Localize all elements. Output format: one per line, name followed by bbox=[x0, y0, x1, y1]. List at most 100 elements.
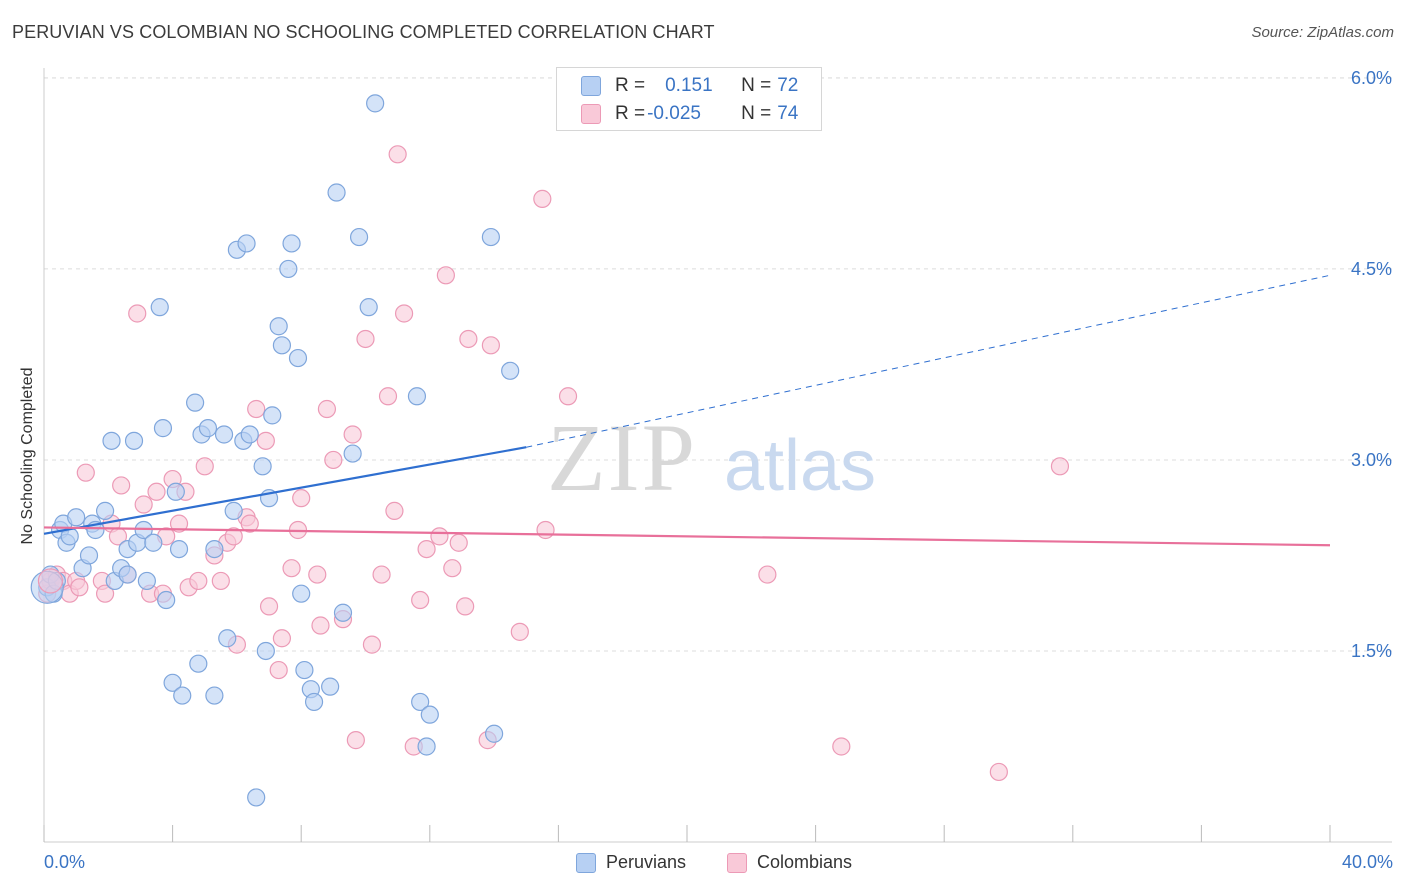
y-tick-label: 6.0% bbox=[1351, 68, 1392, 88]
peruvian-point bbox=[205, 539, 224, 559]
colombian-point bbox=[481, 336, 500, 355]
colombian-point bbox=[989, 762, 1008, 782]
colombian-point bbox=[385, 501, 404, 520]
peruvian-point bbox=[237, 234, 256, 253]
colombian-point bbox=[1050, 457, 1070, 476]
y-tick-label: 3.0% bbox=[1351, 450, 1392, 470]
colombian-point bbox=[536, 520, 555, 540]
peruvian-point bbox=[420, 705, 439, 724]
colombian-point bbox=[372, 565, 391, 584]
colombian-point bbox=[259, 597, 279, 616]
peruvian-point bbox=[166, 482, 185, 501]
colombian-point bbox=[272, 629, 292, 648]
colombian-point bbox=[317, 399, 337, 419]
peruvian-point bbox=[279, 259, 298, 279]
legend-r-label: R = bbox=[615, 75, 646, 96]
colombian-point bbox=[459, 329, 478, 349]
series-legend: Peruvians Colombians bbox=[0, 852, 1406, 876]
peruvian-point bbox=[295, 660, 314, 680]
colombian-point bbox=[356, 329, 375, 349]
peruvian-point bbox=[417, 737, 436, 756]
peruvian-point bbox=[224, 501, 243, 520]
peruvian-point bbox=[282, 234, 301, 253]
colombian-point bbox=[443, 559, 462, 578]
peruvian-point bbox=[247, 788, 266, 807]
colombian-point bbox=[430, 527, 449, 546]
watermark-zip: ZIP bbox=[547, 404, 697, 511]
legend-n-value: 72 bbox=[777, 75, 799, 96]
peruvian-point bbox=[153, 419, 173, 438]
colombian-point bbox=[394, 304, 414, 323]
chart-title: PERUVIAN VS COLOMBIAN NO SCHOOLING COMPL… bbox=[12, 22, 715, 42]
peruvian-point bbox=[343, 444, 362, 463]
colombian-point bbox=[411, 590, 430, 610]
colombian-point bbox=[378, 387, 398, 406]
colombian-point bbox=[449, 533, 468, 552]
peruvians-swatch bbox=[576, 852, 596, 873]
colombian-point bbox=[832, 737, 851, 756]
legend-r-value: -0.025 bbox=[647, 103, 701, 124]
colombian-point bbox=[169, 514, 189, 533]
peruvian-point bbox=[327, 183, 346, 202]
peruvian-point bbox=[253, 457, 272, 476]
peruvian-point bbox=[189, 654, 208, 673]
colombian-point bbox=[388, 145, 407, 164]
colombian-point bbox=[128, 304, 147, 323]
legend-item-colombians[interactable]: Colombians bbox=[727, 852, 852, 873]
peruvian-point bbox=[169, 539, 189, 559]
colombian-point bbox=[240, 514, 259, 533]
source-label: Source: ZipAtlas.com bbox=[1251, 24, 1394, 41]
peruvian-point bbox=[481, 227, 500, 247]
legend-row-colombians: R = -0.025 N = 74 bbox=[581, 101, 798, 127]
peruvian-point bbox=[272, 336, 292, 355]
peruvian-point bbox=[214, 425, 234, 444]
colombian-point bbox=[417, 539, 436, 559]
colombian-point bbox=[558, 387, 578, 406]
x-tick-max: 40.0% bbox=[1341, 852, 1393, 872]
colombian-point bbox=[436, 266, 455, 285]
peruvian-point bbox=[198, 419, 218, 438]
peruvians-trend-extension bbox=[526, 274, 1331, 448]
peruvian-point bbox=[95, 501, 115, 520]
peruvians-label: Peruvians bbox=[606, 852, 687, 872]
legend-r-label: R = bbox=[615, 103, 646, 124]
colombian-point bbox=[324, 450, 343, 470]
colombian-point bbox=[533, 189, 552, 208]
colombians-trend-line bbox=[43, 526, 1331, 547]
y-tick-label: 4.5% bbox=[1351, 259, 1392, 279]
peruvian-point bbox=[321, 677, 340, 696]
peruvian-point bbox=[292, 584, 311, 603]
legend-n-value: 74 bbox=[777, 103, 799, 124]
colombian-point bbox=[112, 476, 131, 495]
colombian-point bbox=[269, 660, 288, 680]
peruvian-point bbox=[79, 546, 99, 565]
peruvian-point bbox=[137, 571, 156, 591]
colombians-swatch bbox=[727, 852, 747, 873]
legend-r-value: 0.151 bbox=[665, 75, 713, 96]
colombian-point bbox=[343, 425, 362, 444]
legend-n-label: N = bbox=[741, 103, 772, 124]
legend-item-peruvians[interactable]: Peruvians bbox=[576, 852, 686, 873]
grid-layer bbox=[44, 77, 1392, 652]
peruvian-point bbox=[173, 686, 192, 705]
peruvian-point bbox=[205, 686, 224, 705]
colombian-point bbox=[758, 565, 777, 584]
peruvian-point bbox=[359, 298, 378, 317]
peruvian-point bbox=[263, 406, 282, 425]
peruvian-point bbox=[144, 533, 163, 552]
colombian-point bbox=[282, 559, 301, 578]
peruvian-point bbox=[186, 393, 205, 412]
colombian-point bbox=[311, 616, 330, 635]
colombians-label: Colombians bbox=[757, 852, 853, 872]
peruvian-point bbox=[501, 361, 520, 380]
colombian-point bbox=[308, 565, 327, 584]
colombian-point bbox=[189, 571, 208, 591]
peruvian-point bbox=[485, 724, 504, 743]
legend-swatch-blue bbox=[581, 76, 601, 96]
colombian-point bbox=[362, 635, 382, 654]
peruvian-point bbox=[218, 629, 237, 648]
peruvians-trend-line bbox=[43, 446, 527, 535]
colombian-point bbox=[224, 527, 243, 546]
colombian-point bbox=[70, 578, 89, 597]
